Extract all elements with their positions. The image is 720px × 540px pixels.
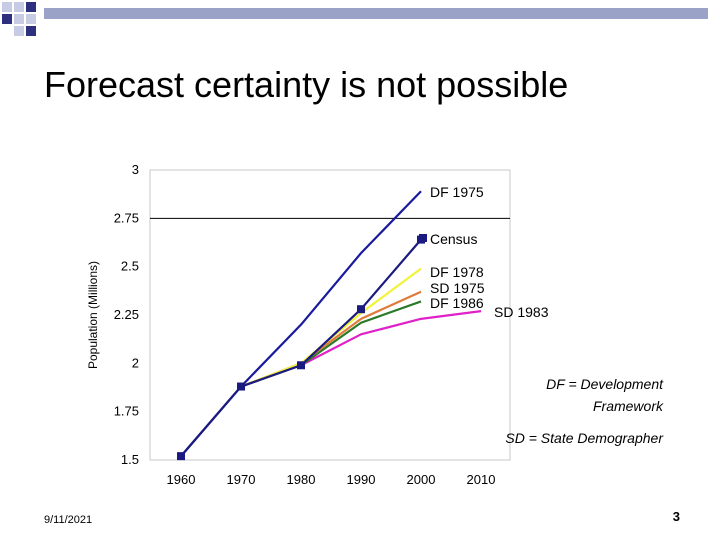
series-line-df-1978 [240, 267, 422, 388]
corner-square [14, 2, 24, 12]
series-label: Census [430, 231, 477, 247]
plot-area [149, 169, 511, 461]
census-marker [237, 382, 245, 391]
series-line-df-1986 [240, 300, 422, 388]
x-tick-label: 1980 [287, 472, 316, 487]
corner-square [14, 26, 24, 36]
corner-square [26, 14, 36, 24]
y-tick-label: 3 [132, 162, 139, 177]
corner-square [2, 14, 12, 24]
series-label: DF 1975 [430, 184, 484, 200]
x-tick-label: 2010 [467, 472, 496, 487]
y-tick-label: 2.5 [121, 259, 139, 274]
x-tick-label: 2000 [407, 472, 436, 487]
corner-square [2, 2, 12, 12]
corner-square [14, 14, 24, 24]
census-legend-marker [419, 234, 427, 242]
y-tick-label: 1.5 [121, 452, 139, 467]
series-label: DF 1978 [430, 264, 484, 280]
census-marker [297, 361, 305, 370]
annotation-sd: SD = State Demographer [505, 430, 664, 446]
y-tick-label: 2.75 [114, 210, 139, 225]
y-axis-label: Population (Millions) [86, 261, 100, 369]
corner-decoration [0, 0, 60, 44]
census-marker [357, 305, 365, 314]
corner-square [26, 26, 36, 36]
series-label: SD 1975 [430, 280, 485, 296]
x-tick-label: 1960 [167, 472, 196, 487]
slide-page-number: 3 [672, 509, 680, 524]
x-tick-label: 1970 [227, 472, 256, 487]
x-tick-label: 1990 [347, 472, 376, 487]
annotation-df: DF = Development Framework [546, 376, 664, 414]
corner-square [26, 2, 36, 12]
series-line-census [180, 238, 422, 457]
series-line-df-1975 [180, 190, 422, 457]
header-bar [44, 8, 708, 19]
y-tick-label: 2 [132, 355, 139, 370]
census-marker [177, 452, 185, 461]
y-tick-label: 1.75 [114, 404, 139, 419]
series-label: SD 1983 [494, 304, 549, 320]
slide-title: Forecast certainty is not possible [44, 64, 569, 105]
slide-date: 9/11/2021 [44, 514, 93, 526]
y-tick-label: 2.25 [114, 307, 139, 322]
series-label: DF 1986 [430, 295, 484, 311]
